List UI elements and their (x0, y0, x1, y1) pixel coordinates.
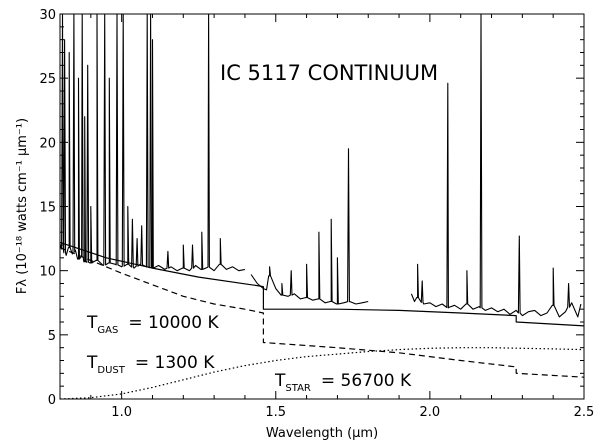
y-tick-label: 10 (39, 265, 56, 280)
x-tick-label: 2.0 (420, 405, 441, 420)
star-annotation: TSTAR = 56700 K (274, 371, 412, 394)
y-tick-label: 0 (48, 393, 56, 408)
y-tick-label: 15 (39, 201, 56, 216)
y-tick-label: 20 (39, 136, 56, 151)
x-tick-label: 1.0 (111, 405, 132, 420)
model-curve-1-line-0 (59, 241, 585, 327)
y-tick-label: 5 (48, 329, 56, 344)
plot-data (59, 13, 585, 400)
spectrum-line-1 (250, 148, 369, 305)
dust-annotation: TDUST = 1300 K (86, 353, 215, 376)
model-curve-3-line-0 (59, 347, 585, 400)
gas-annotation-value: = 10000 K (128, 313, 219, 333)
dust-annotation-subscript: DUST (97, 365, 125, 376)
y-tick-label: 30 (39, 8, 56, 23)
gas-annotation: TGAS = 10000 K (86, 313, 219, 336)
y-axis-label: Fλ (10⁻¹⁸ watts cm⁻¹ μm⁻¹) (15, 118, 30, 294)
gas-annotation-symbol: T (86, 313, 98, 333)
axis-ticks: 1.0 1.5 2.0 2.5 0 5 10 15 20 25 30 (39, 8, 594, 420)
x-tick-label: 1.5 (265, 405, 286, 420)
x-axis-label: Wavelength (μm) (266, 426, 378, 441)
dust-annotation-value: = 1300 K (135, 353, 215, 373)
y-tick-label: 25 (39, 72, 56, 87)
chart-title: IC 5117 CONTINUUM (220, 61, 438, 85)
gas-annotation-subscript: GAS (97, 325, 118, 336)
model-curve-2-line-0 (59, 247, 585, 378)
dust-annotation-symbol: T (86, 353, 98, 373)
star-annotation-subscript: STAR (285, 383, 311, 394)
x-tick-label: 2.5 (574, 405, 595, 420)
spectrum-line-0 (59, 13, 246, 272)
spectrum-line-2 (410, 13, 582, 318)
star-annotation-symbol: T (274, 371, 286, 391)
star-annotation-value: = 56700 K (321, 371, 412, 391)
